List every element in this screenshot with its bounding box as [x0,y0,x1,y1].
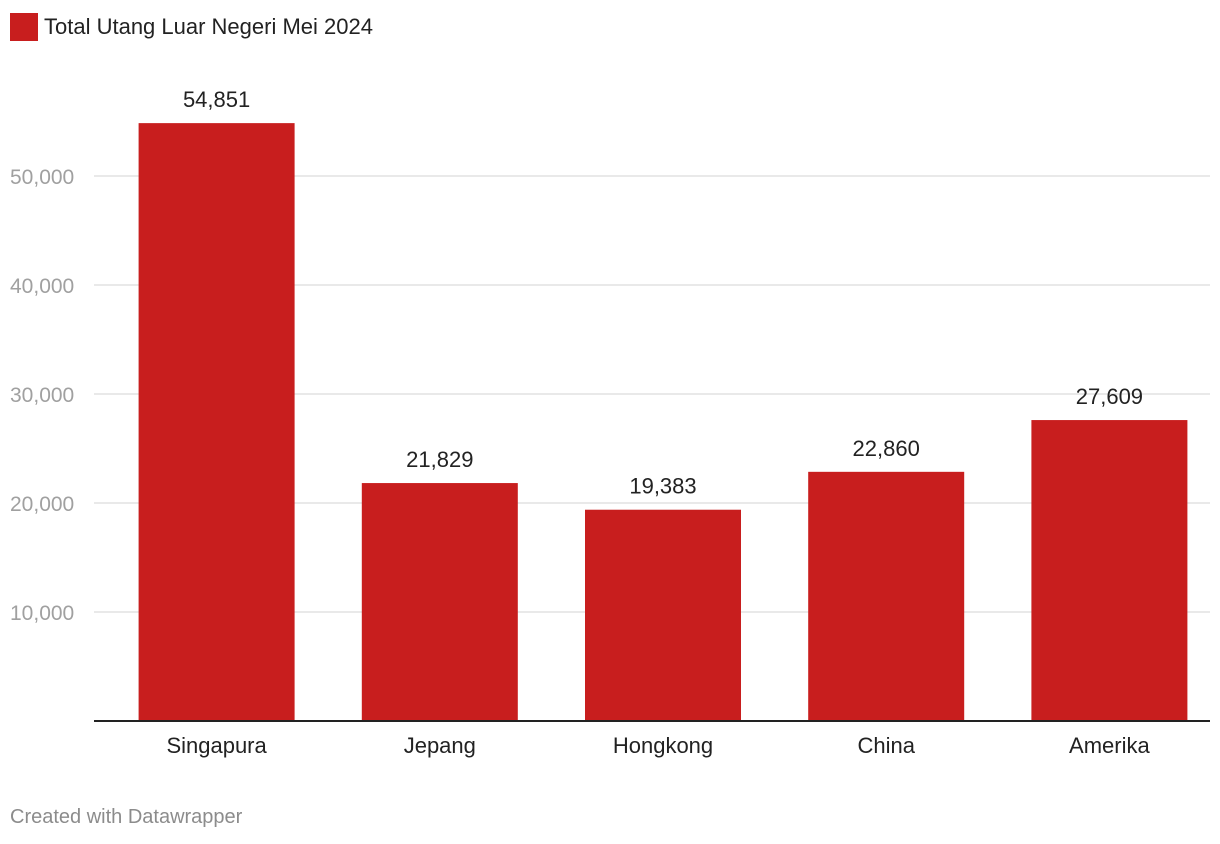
y-axis-ticks: 10,000 20,000 30,000 40,000 50,000 [10,166,74,625]
value-labels: 54,851 21,829 19,383 22,860 27,609 [183,87,1143,499]
footer-credit: Created with Datawrapper [10,806,243,828]
bar [361,483,518,721]
bars [138,123,1188,722]
bar-value-label: 21,829 [406,447,473,472]
x-category-label: China [857,733,915,758]
y-tick-label: 40,000 [10,275,74,298]
x-category-label: Hongkong [613,733,713,758]
bar-value-label: 54,851 [183,87,250,112]
x-category-label: Amerika [1069,733,1150,758]
bar-value-label: 27,609 [1076,384,1143,409]
bar-value-label: 19,383 [629,474,696,499]
bar-value-label: 22,860 [853,436,920,461]
x-category-label: Singapura [166,733,267,758]
y-tick-label: 10,000 [10,602,74,625]
x-axis-labels: Singapura Jepang Hongkong China Amerika [166,733,1150,758]
y-tick-label: 30,000 [10,384,74,407]
legend-label: Total Utang Luar Negeri Mei 2024 [44,14,373,39]
bar [1031,420,1188,721]
x-category-label: Jepang [404,733,476,758]
legend: Total Utang Luar Negeri Mei 2024 [10,12,373,42]
y-tick-label: 20,000 [10,493,74,516]
bar [138,123,295,722]
legend-swatch [10,13,38,41]
y-tick-label: 50,000 [10,166,74,189]
bar [808,471,965,721]
bar [585,509,741,721]
